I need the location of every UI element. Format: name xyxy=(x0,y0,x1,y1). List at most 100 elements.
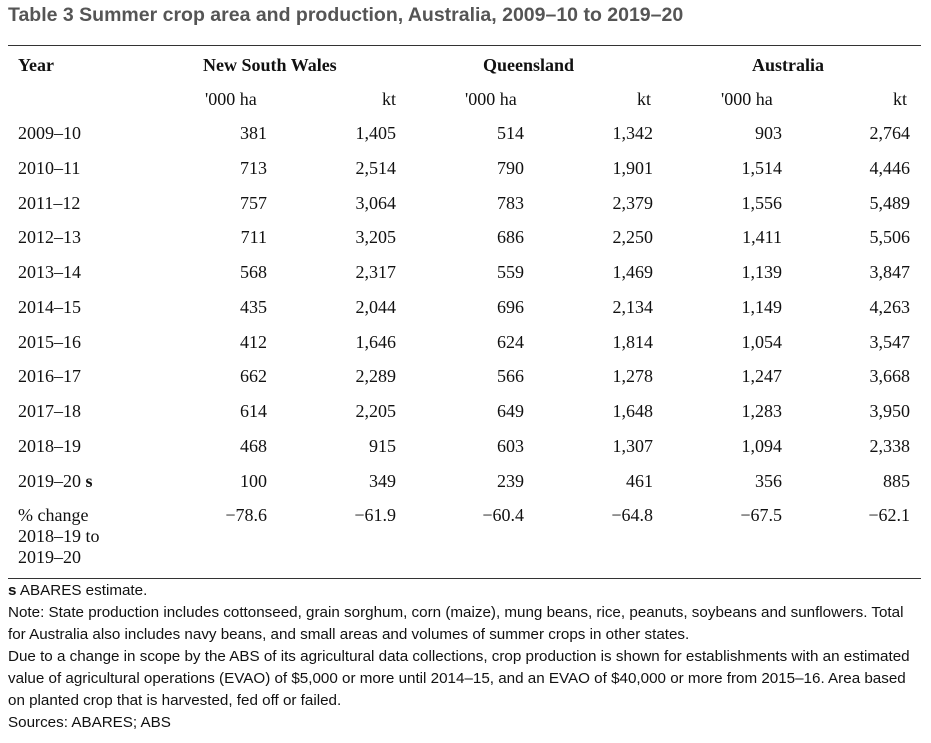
value-cell: 2,338 xyxy=(869,435,911,456)
value-cell: 412 xyxy=(240,331,267,352)
value-cell: 1,646 xyxy=(355,331,397,352)
table-notes: s ABARES estimate. Note: State productio… xyxy=(8,580,924,734)
value-cell: 2,317 xyxy=(355,262,397,282)
estimate-note: s ABARES estimate. xyxy=(8,580,924,602)
value-cell: 2,514 xyxy=(355,157,397,178)
value-cell: 4,446 xyxy=(869,157,911,178)
value-cell: 559 xyxy=(497,262,524,282)
value-cell: 1,469 xyxy=(612,262,654,282)
value-cell: 1,247 xyxy=(741,366,783,387)
value-cell: 1,342 xyxy=(612,123,654,143)
value-cell: 3,847 xyxy=(869,262,911,282)
group-header: New South Wales xyxy=(203,55,337,75)
value-cell: 1,094 xyxy=(741,435,783,456)
value-cell: 435 xyxy=(240,296,267,317)
value-cell: 468 xyxy=(240,435,267,456)
change-value: −61.9 xyxy=(354,505,396,526)
year-cell: 2013–14 xyxy=(18,262,81,282)
value-cell: 1,149 xyxy=(741,296,783,317)
value-cell: 381 xyxy=(240,123,267,143)
value-cell: 1,405 xyxy=(355,123,397,143)
year-cell: 2010–11 xyxy=(18,157,81,178)
value-cell: 514 xyxy=(497,123,524,143)
year-cell: 2012–13 xyxy=(18,227,81,248)
year-cell: 2009–10 xyxy=(18,123,81,143)
value-cell: 568 xyxy=(240,262,267,282)
group-header: Australia xyxy=(752,55,824,75)
value-cell: 624 xyxy=(497,331,524,352)
value-cell: 3,668 xyxy=(869,366,911,387)
unit-header: '000 ha xyxy=(205,89,257,109)
unit-header: kt xyxy=(382,89,397,109)
value-cell: 3,064 xyxy=(355,192,397,213)
change-value: −60.4 xyxy=(482,505,524,526)
value-cell: 566 xyxy=(497,366,524,387)
estimate-text: ABARES estimate. xyxy=(19,582,148,599)
year-cell: 2015–16 xyxy=(18,331,81,352)
value-cell: 1,901 xyxy=(612,157,654,178)
value-cell: 1,411 xyxy=(742,227,782,248)
unit-header: kt xyxy=(637,89,652,109)
change-label: 2018–19 to xyxy=(18,526,100,547)
value-cell: 649 xyxy=(497,401,524,421)
unit-header: '000 ha xyxy=(721,89,773,109)
value-cell: 686 xyxy=(497,227,524,248)
change-value: −62.1 xyxy=(868,505,910,526)
value-cell: 3,950 xyxy=(869,401,911,421)
value-cell: 915 xyxy=(369,435,396,456)
value-cell: 5,489 xyxy=(869,192,911,213)
year-cell: 2011–12 xyxy=(18,192,81,213)
top-rule xyxy=(8,45,921,46)
evao-note: Due to a change in scope by the ABS of i… xyxy=(8,648,910,709)
value-cell: 2,250 xyxy=(612,227,654,248)
value-cell: 696 xyxy=(497,296,524,317)
change-label: % change xyxy=(18,505,89,526)
year-cell: 2018–19 xyxy=(18,435,81,456)
value-cell: 1,139 xyxy=(741,262,783,282)
year-cell: 2019–20 s xyxy=(18,470,93,491)
value-cell: 3,547 xyxy=(869,331,911,352)
year-cell: 2017–18 xyxy=(18,401,81,421)
value-cell: 662 xyxy=(240,366,267,387)
value-cell: 1,278 xyxy=(612,366,654,387)
value-cell: 885 xyxy=(883,470,910,491)
value-cell: 2,044 xyxy=(355,296,397,317)
change-value: −67.5 xyxy=(740,505,782,526)
value-cell: 349 xyxy=(369,470,396,491)
year-cell: 2014–15 xyxy=(18,296,81,317)
value-cell: 100 xyxy=(240,470,267,491)
group-header: Queensland xyxy=(483,55,575,75)
value-cell: 3,205 xyxy=(355,227,397,248)
table-title: Table 3 Summer crop area and production,… xyxy=(8,4,684,26)
year-header: Year xyxy=(18,55,54,75)
value-cell: 713 xyxy=(240,157,267,178)
value-cell: 1,814 xyxy=(612,331,654,352)
bottom-rule xyxy=(8,578,921,579)
value-cell: 1,307 xyxy=(612,435,654,456)
value-cell: 5,506 xyxy=(869,227,911,248)
change-value: −78.6 xyxy=(225,505,267,526)
estimate-flag: s xyxy=(8,582,17,599)
value-cell: 461 xyxy=(626,470,653,491)
scope-note: Note: State production includes cottonse… xyxy=(8,604,904,643)
value-cell: 2,379 xyxy=(612,192,654,213)
year-cell: 2016–17 xyxy=(18,366,81,387)
unit-header: kt xyxy=(893,89,908,109)
value-cell: 4,263 xyxy=(869,296,911,317)
value-cell: 1,514 xyxy=(741,157,783,178)
change-label: 2019–20 xyxy=(18,547,81,568)
value-cell: 239 xyxy=(497,470,524,491)
value-cell: 614 xyxy=(240,401,267,421)
sources-note: Sources: ABARES; ABS xyxy=(8,714,171,731)
value-cell: 790 xyxy=(497,157,524,178)
value-cell: 757 xyxy=(240,192,267,213)
value-cell: 356 xyxy=(755,470,782,491)
value-cell: 1,648 xyxy=(612,401,654,421)
change-value: −64.8 xyxy=(611,505,653,526)
value-cell: 2,764 xyxy=(869,123,911,143)
value-cell: 1,283 xyxy=(741,401,783,421)
value-cell: 2,134 xyxy=(612,296,654,317)
value-cell: 1,556 xyxy=(741,192,783,213)
value-cell: 2,205 xyxy=(355,401,397,421)
value-cell: 711 xyxy=(240,227,267,248)
